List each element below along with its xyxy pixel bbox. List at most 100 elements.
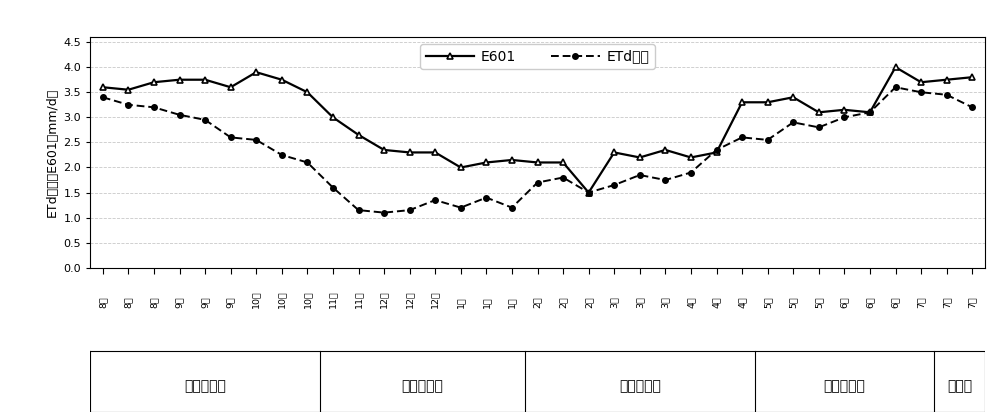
Text: 11上: 11上 — [328, 290, 337, 308]
Text: 6中: 6中 — [865, 296, 874, 308]
ETd芒果 — [813, 125, 825, 130]
E601 — [685, 155, 697, 160]
E601 — [301, 90, 313, 95]
ETd芒果 — [480, 195, 492, 200]
Text: 1下: 1下 — [507, 296, 516, 308]
E601 — [813, 110, 825, 115]
Text: 8上: 8上 — [98, 296, 107, 308]
ETd芒果 — [301, 160, 313, 165]
Text: 5下: 5下 — [814, 296, 823, 308]
Text: 9中: 9中 — [201, 296, 210, 308]
ETd芒果 — [787, 120, 799, 125]
ETd芒果 — [174, 112, 186, 117]
ETd芒果 — [685, 170, 697, 175]
Text: 9下: 9下 — [226, 296, 235, 308]
Text: 3中: 3中 — [635, 296, 644, 308]
Text: 5上: 5上 — [763, 296, 772, 308]
E601 — [634, 155, 646, 160]
ETd芒果 — [608, 183, 620, 187]
E601 — [941, 77, 953, 82]
ETd芒果 — [583, 190, 595, 195]
Legend: E601, ETd芒果: E601, ETd芒果 — [420, 44, 655, 69]
Text: 10上: 10上 — [252, 290, 261, 308]
Text: 4中: 4中 — [712, 296, 721, 308]
ETd芒果 — [634, 173, 646, 178]
ETd芒果 — [736, 135, 748, 140]
E601 — [557, 160, 569, 165]
ETd芒果 — [122, 102, 134, 107]
Text: 花芒分化期: 花芒分化期 — [401, 379, 443, 393]
E601 — [199, 77, 211, 82]
ETd芒果 — [941, 92, 953, 97]
Text: 2下: 2下 — [584, 296, 593, 308]
E601 — [352, 132, 364, 137]
E601 — [838, 108, 850, 112]
E601 — [174, 77, 186, 82]
Text: 11中: 11中 — [354, 290, 363, 308]
E601 — [250, 70, 262, 75]
Text: 7下: 7下 — [968, 296, 977, 308]
E601 — [404, 150, 416, 155]
ETd芒果 — [915, 90, 927, 95]
ETd芒果 — [966, 105, 978, 110]
ETd芒果 — [890, 85, 902, 90]
E601 — [659, 147, 671, 152]
ETd芒果 — [557, 175, 569, 180]
Text: 2中: 2中 — [559, 296, 568, 308]
E601 — [532, 160, 544, 165]
Text: 3上: 3上 — [610, 296, 619, 308]
ETd芒果 — [532, 180, 544, 185]
E601 — [915, 80, 927, 85]
ETd芒果 — [378, 210, 390, 215]
Text: 8中: 8中 — [124, 296, 133, 308]
Text: 1中: 1中 — [482, 296, 491, 308]
E601 — [762, 100, 774, 105]
ETd芒果 — [506, 205, 518, 210]
E601 — [429, 150, 441, 155]
Text: 1上: 1上 — [456, 296, 465, 308]
E601 — [506, 157, 518, 162]
E601 — [710, 150, 722, 155]
Text: 成熟期: 成熟期 — [947, 379, 972, 393]
Text: 12下: 12下 — [431, 290, 440, 308]
Text: 12上: 12上 — [380, 290, 389, 308]
Text: 7中: 7中 — [942, 296, 951, 308]
ETd芒果 — [659, 178, 671, 183]
Text: 2上: 2上 — [533, 296, 542, 308]
E601 — [480, 160, 492, 165]
ETd芒果 — [148, 105, 160, 110]
ETd芒果 — [838, 115, 850, 120]
E601 — [864, 110, 876, 115]
Text: 10中: 10中 — [277, 290, 286, 308]
Text: 12中: 12中 — [405, 290, 414, 308]
Text: 5中: 5中 — [789, 296, 798, 308]
ETd芒果 — [404, 208, 416, 213]
ETd芒果 — [327, 185, 339, 190]
Text: 9上: 9上 — [175, 296, 184, 308]
ETd芒果 — [429, 198, 441, 203]
E601 — [97, 85, 109, 90]
ETd芒果 — [250, 138, 262, 143]
Line: E601: E601 — [99, 64, 976, 196]
ETd芒果 — [455, 205, 467, 210]
E601 — [276, 77, 288, 82]
Line: ETd芒果: ETd芒果 — [100, 84, 975, 215]
Text: 8下: 8下 — [149, 296, 158, 308]
ETd芒果 — [710, 147, 722, 152]
ETd芒果 — [352, 208, 364, 213]
Text: 10下: 10下 — [303, 290, 312, 308]
Text: 秋梢抽发期: 秋梢抽发期 — [184, 379, 226, 393]
E601 — [225, 85, 237, 90]
Text: 6上: 6上 — [840, 296, 849, 308]
ETd芒果 — [199, 117, 211, 122]
Text: 果实膨大期: 果实膨大期 — [823, 379, 865, 393]
E601 — [378, 147, 390, 152]
E601 — [122, 87, 134, 92]
Text: 开花挂果期: 开花挂果期 — [619, 379, 661, 393]
Y-axis label: ETd芒果、E601（mm/d）: ETd芒果、E601（mm/d） — [46, 88, 59, 217]
E601 — [327, 115, 339, 120]
E601 — [583, 190, 595, 195]
E601 — [736, 100, 748, 105]
Text: 3下: 3下 — [661, 296, 670, 308]
ETd芒果 — [864, 110, 876, 115]
